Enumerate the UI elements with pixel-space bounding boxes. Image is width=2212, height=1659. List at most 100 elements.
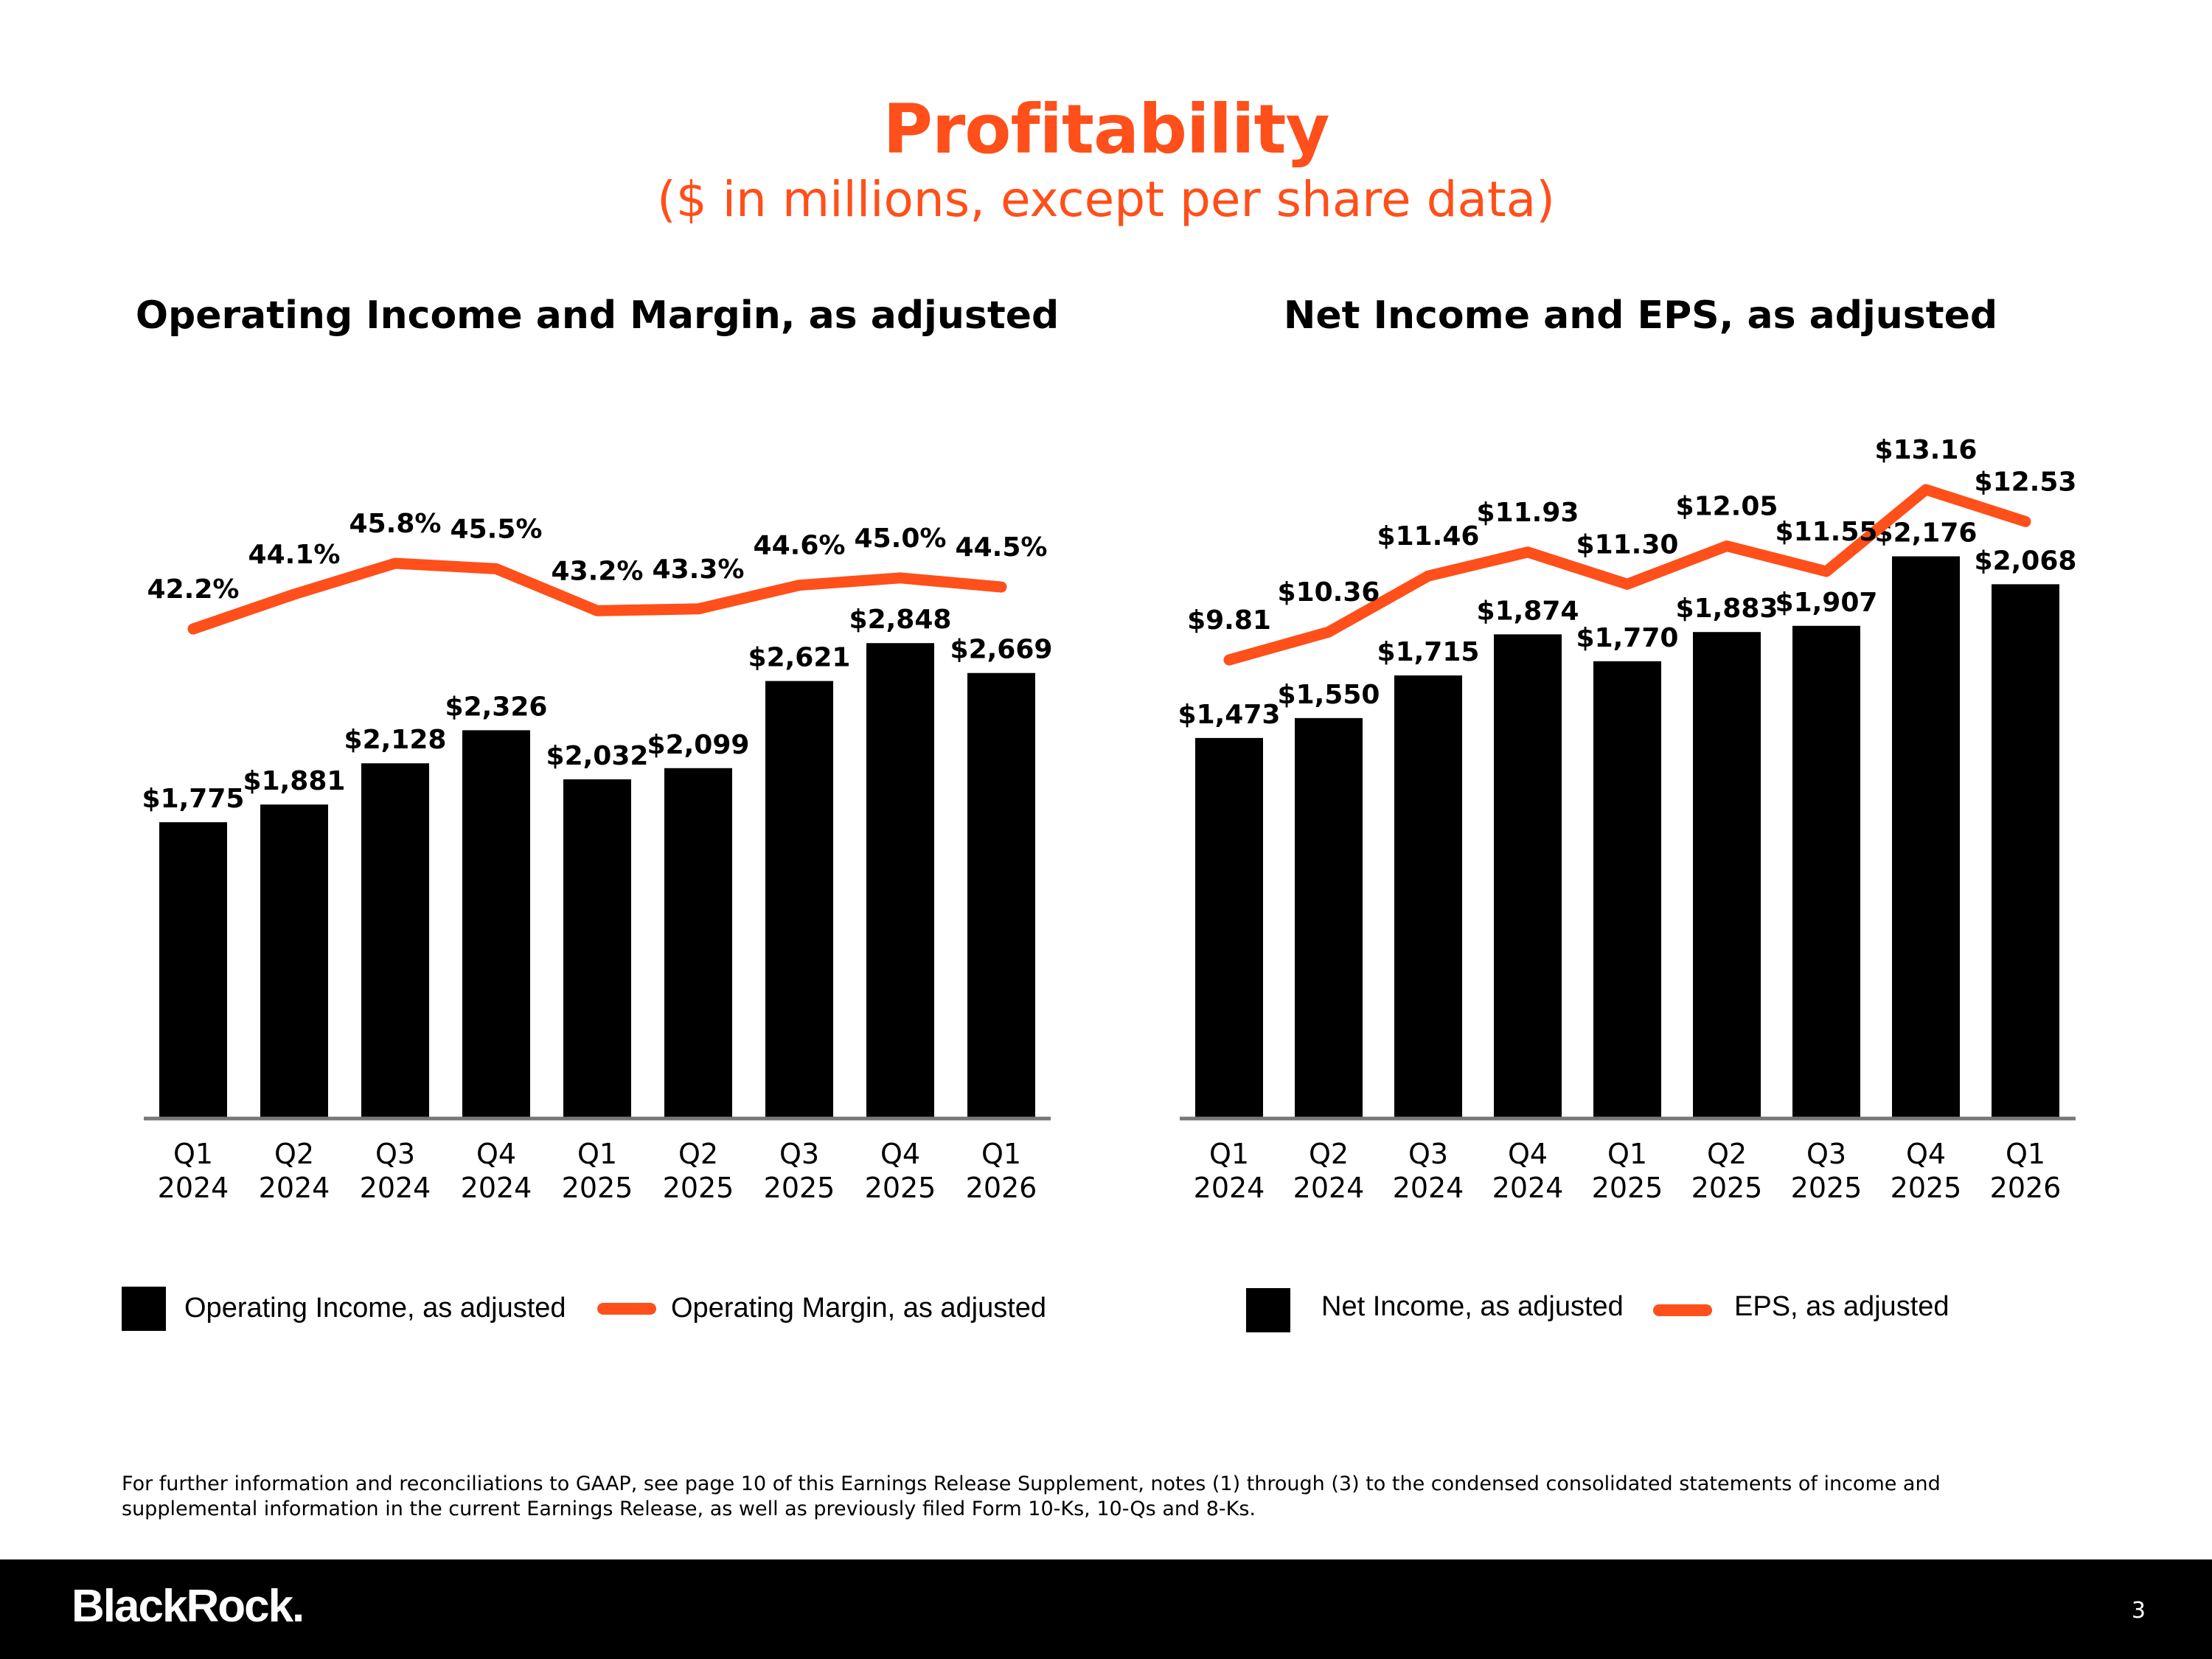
x-tick-label: 2024	[1293, 1172, 1365, 1204]
net-income-legend: Net Income, as adjusted EPS, as adjusted	[1246, 1288, 2131, 1332]
x-tick-label: 2026	[966, 1172, 1037, 1204]
bar-label: $1,907	[1775, 588, 1878, 618]
bar	[260, 804, 328, 1119]
bar-label: $1,874	[1477, 596, 1579, 626]
line-label: $12.05	[1676, 492, 1778, 522]
series-line	[1223, 484, 2031, 666]
bar-label: $2,326	[445, 692, 548, 722]
legend-label-net-income: Net Income, as adjusted	[1321, 1291, 1624, 1322]
line-label: $11.30	[1576, 529, 1679, 560]
x-tick-label: 2025	[1691, 1172, 1763, 1204]
line-label: 45.0%	[855, 524, 947, 554]
legend-line-swatch	[1653, 1304, 1712, 1316]
bar	[563, 779, 631, 1119]
page-number: 3	[2131, 1598, 2146, 1624]
bar	[866, 643, 934, 1119]
x-tick-label: Q3	[779, 1138, 819, 1170]
x-tick-label: 2026	[1990, 1172, 2062, 1204]
bar-label: $1,881	[243, 766, 346, 796]
x-tick-label: Q1	[1209, 1138, 1249, 1170]
bar	[1992, 584, 2059, 1119]
x-tick-label: 2025	[562, 1172, 633, 1204]
x-tick-label: 2024	[1393, 1172, 1464, 1204]
bar	[765, 681, 833, 1119]
bar	[1892, 556, 1960, 1119]
bar	[361, 763, 429, 1119]
bar-label: $1,775	[142, 784, 245, 814]
x-tick-label: Q2	[1309, 1138, 1349, 1170]
line-label: 45.5%	[451, 514, 543, 544]
line-label: $10.36	[1278, 577, 1380, 608]
legend-label-eps: EPS, as adjusted	[1734, 1291, 1950, 1322]
x-tick-label: Q1	[577, 1138, 617, 1170]
x-tick-label: 2025	[663, 1172, 734, 1204]
operating-income-chart-title: Operating Income and Margin, as adjusted	[135, 293, 1060, 338]
footnote: For further information and reconciliati…	[122, 1472, 1941, 1520]
line-label: $13.16	[1875, 435, 1978, 465]
line-label: $11.93	[1477, 498, 1579, 528]
line-label: $9.81	[1187, 605, 1271, 636]
x-tick-label: Q1	[1607, 1138, 1647, 1170]
legend-label-operating-margin: Operating Margin, as adjusted	[671, 1293, 1047, 1324]
x-tick-label: 2024	[1492, 1172, 1564, 1204]
line-label: $12.53	[1975, 467, 2077, 497]
line-label: 44.1%	[248, 540, 341, 570]
net-income-chart: $1,473$1,550 $1,715 $1,874$1,770$1,883$1,9…	[1178, 435, 2077, 1204]
legend-label-operating-income: Operating Income, as adjusted	[184, 1293, 566, 1324]
x-tick-label: Q1	[981, 1138, 1021, 1170]
bar	[462, 730, 530, 1119]
line-label: 43.3%	[653, 554, 745, 585]
x-tick-label: Q1	[2006, 1138, 2045, 1170]
x-tick-label: Q3	[1408, 1138, 1448, 1170]
x-tick-label: Q4	[476, 1138, 516, 1170]
bar-label: $1,883	[1676, 594, 1778, 624]
x-tick-label: 2025	[1592, 1172, 1663, 1204]
x-tick-label: 2025	[1891, 1172, 1962, 1204]
legend-bar-swatch	[1246, 1288, 1290, 1332]
bar-label: $1,770	[1576, 623, 1679, 653]
bar	[967, 672, 1035, 1119]
page-title: Profitability	[883, 90, 1329, 169]
line-label: 43.2%	[552, 556, 644, 586]
x-tick-label: Q1	[173, 1138, 213, 1170]
x-tick-label: 2024	[1194, 1172, 1265, 1204]
legend-line-swatch	[597, 1303, 656, 1315]
line-label: 45.8%	[349, 509, 442, 539]
x-tick-label: 2024	[360, 1172, 431, 1204]
x-tick-label: Q3	[375, 1138, 415, 1170]
blackrock-logo: BlackRock.	[72, 1581, 305, 1632]
bar	[1593, 661, 1661, 1119]
x-tick-label: Q2	[274, 1138, 314, 1170]
bar-label: $2,032	[546, 741, 649, 771]
x-tick-label: Q4	[880, 1138, 920, 1170]
page-subtitle: ($ in millions, except per share data)	[656, 171, 1555, 228]
x-tick-label: 2024	[259, 1172, 330, 1204]
x-tick-label: 2025	[865, 1172, 936, 1204]
operating-income-chart: $1,775$1,881 $2,128$2,326 $2,032$2,099 $2,6…	[142, 509, 1053, 1204]
bar	[1394, 675, 1462, 1119]
line-label: 42.2%	[147, 574, 240, 605]
bar-label: $2,128	[344, 725, 447, 755]
series-line	[187, 557, 1007, 635]
x-tick-label: Q4	[1906, 1138, 1946, 1170]
bar-label: $1,473	[1178, 700, 1281, 730]
bar	[1295, 717, 1363, 1119]
bar	[1195, 737, 1263, 1119]
legend-bar-swatch	[122, 1287, 166, 1331]
line-label: 44.5%	[956, 532, 1048, 563]
x-tick-label: Q2	[1707, 1138, 1747, 1170]
bar-label: $1,550	[1278, 680, 1380, 710]
bar	[1494, 634, 1562, 1119]
x-tick-label: 2025	[1791, 1172, 1863, 1204]
x-tick-label: 2025	[764, 1172, 835, 1204]
bar	[1792, 625, 1860, 1119]
line-label: 44.6%	[754, 531, 846, 561]
bar-label: $1,715	[1377, 637, 1480, 667]
bar-label: $2,068	[1975, 546, 2077, 576]
line-label: $11.46	[1377, 521, 1480, 552]
net-income-chart-title: Net Income and EPS, as adjusted	[1283, 293, 1998, 338]
footer-bar: BlackRock. 3	[0, 1559, 2212, 1659]
line-label: $11.55	[1775, 517, 1878, 547]
x-tick-label: Q3	[1806, 1138, 1846, 1170]
bar-label: $2,621	[748, 643, 851, 673]
